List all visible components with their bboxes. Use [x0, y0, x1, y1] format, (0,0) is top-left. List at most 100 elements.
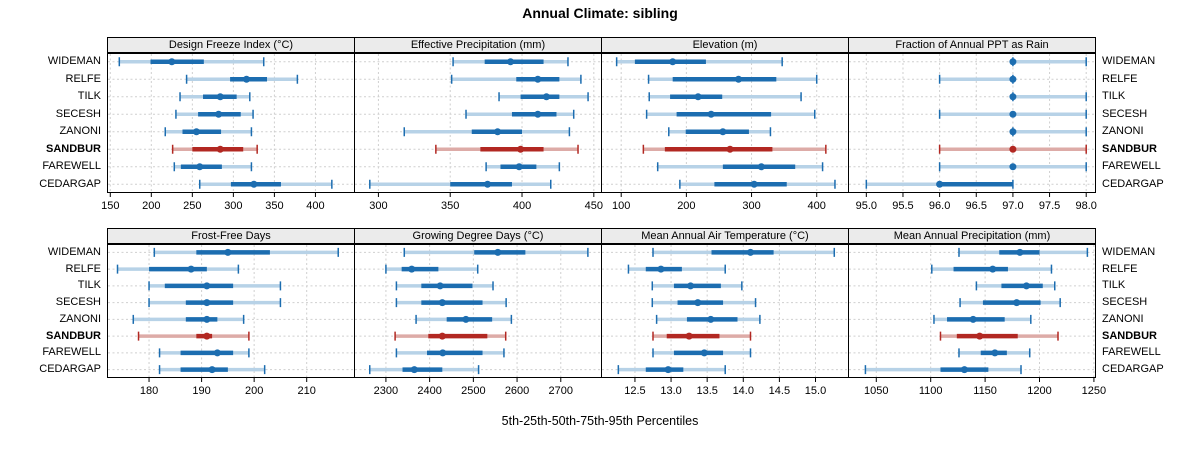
- row-label-right-wideman: WIDEMAN: [1102, 55, 1156, 68]
- row-label-left-tilk: TILK: [77, 90, 101, 103]
- x-axis-growing-degree-days-c: 2300 2400 2500 2600 2700: [374, 378, 573, 397]
- median-dot-wideman: [669, 58, 677, 66]
- row-label-left-zanoni: ZANONI: [59, 312, 101, 325]
- axis-tick-label: 400: [513, 200, 531, 212]
- axis-tick-label: 300: [369, 200, 387, 212]
- median-dot-relfe: [187, 265, 195, 273]
- median-dot-secesh: [694, 299, 702, 307]
- row-label-left-cedargap: CEDARGAP: [39, 177, 101, 190]
- x-axis-mean-annual-precipitation-mm: 1050 1100 1150 1200 1250: [864, 378, 1106, 397]
- row-label-right-zanoni: ZANONI: [1102, 125, 1144, 138]
- median-dot-tilk: [203, 282, 211, 290]
- median-dot-relfe: [534, 75, 542, 83]
- panel-plot-effective-precipitation-mm: [354, 53, 602, 193]
- axis-tick-label: 12.5: [624, 385, 645, 397]
- axis-tick-label: 97.5: [1039, 200, 1060, 212]
- x-axis-design-freeze-index-c: 150 200 250 300 350 400: [101, 193, 325, 212]
- median-dot-sandbur: [685, 332, 693, 340]
- axis-tick-label: 350: [441, 200, 459, 212]
- row-label-left-secesh: SECESH: [55, 296, 101, 309]
- axis-tick-label: 95.0: [856, 200, 877, 212]
- row-label-left-farewell: FAREWELL: [42, 346, 101, 359]
- median-dot-wideman: [507, 58, 515, 66]
- axis-tick-label: 13.0: [660, 385, 681, 397]
- median-dot-farewell: [700, 349, 708, 357]
- row-label-left-zanoni: ZANONI: [59, 125, 101, 138]
- axis-tick-label: 210: [298, 385, 316, 397]
- axis-tick-label: 400: [306, 200, 324, 212]
- median-dot-zanoni: [203, 315, 211, 323]
- axis-tick-label: 1250: [1082, 385, 1106, 397]
- median-dot-zanoni: [707, 315, 715, 323]
- panel-header-elevation-m: Elevation (m): [601, 37, 849, 53]
- median-dot-secesh: [534, 110, 542, 118]
- panel-plot-mean-annual-precipitation-mm: [848, 244, 1096, 378]
- median-dot-tilk: [694, 93, 702, 101]
- median-dot-farewell: [213, 349, 221, 357]
- median-dot-secesh: [438, 299, 446, 307]
- panel-border: [107, 53, 355, 193]
- row-label-left-wideman: WIDEMAN: [47, 245, 101, 258]
- panel-border: [354, 244, 602, 378]
- axis-tick-label: 300: [742, 200, 760, 212]
- median-dot-tilk: [542, 93, 550, 101]
- axis-tick-label: 2500: [461, 385, 485, 397]
- median-dot-cedargap: [208, 366, 216, 374]
- panel-border: [601, 244, 849, 378]
- axis-tick-label: 1050: [864, 385, 888, 397]
- row-label-left-secesh: SECESH: [55, 107, 101, 120]
- x-axis-elevation-m: 100 200 300 400: [612, 193, 826, 212]
- panel-plot-design-freeze-index-c: [107, 53, 355, 193]
- median-dot-wideman: [1016, 248, 1024, 256]
- axis-tick-label: 1100: [919, 385, 943, 397]
- median-dot-farewell: [196, 163, 204, 171]
- row-label-right-cedargap: CEDARGAP: [1102, 177, 1164, 190]
- median-dot-cedargap: [250, 180, 258, 188]
- axis-tick-label: 97.0: [1002, 200, 1023, 212]
- axis-tick-label: 190: [192, 385, 210, 397]
- panel-border: [848, 244, 1096, 378]
- median-dot-wideman: [1009, 58, 1017, 66]
- median-dot-sandbur: [976, 332, 984, 340]
- median-dot-zanoni: [192, 128, 200, 136]
- panel-header-fraction-of-annual-ppt-as-rain: Fraction of Annual PPT as Rain: [848, 37, 1096, 53]
- panel-plot-fraction-of-annual-ppt-as-rain: [848, 53, 1096, 193]
- median-dot-sandbur: [517, 145, 525, 153]
- median-dot-secesh: [1013, 299, 1021, 307]
- median-dot-farewell: [757, 163, 765, 171]
- row-label-right-tilk: TILK: [1102, 279, 1126, 292]
- median-dot-relfe: [408, 265, 416, 273]
- panel-header-growing-degree-days-c: Growing Degree Days (°C): [354, 228, 602, 244]
- panel-border: [354, 53, 602, 193]
- median-dot-tilk: [1009, 93, 1017, 101]
- median-dot-sandbur: [216, 145, 224, 153]
- median-dot-cedargap: [936, 180, 944, 188]
- panel-header-frost-free-days: Frost-Free Days: [107, 228, 355, 244]
- median-dot-cedargap: [484, 180, 492, 188]
- median-dot-farewell: [991, 349, 999, 357]
- median-dot-cedargap: [960, 366, 968, 374]
- median-dot-farewell: [515, 163, 523, 171]
- median-dot-relfe: [1009, 75, 1017, 83]
- median-dot-relfe: [243, 75, 251, 83]
- axis-tick-label: 98.0: [1075, 200, 1096, 212]
- axis-tick-label: 2600: [505, 385, 529, 397]
- row-label-right-farewell: FAREWELL: [1102, 160, 1161, 173]
- panel-border: [848, 53, 1096, 193]
- panel-plot-frost-free-days: [107, 244, 355, 378]
- axis-tick-label: 2400: [417, 385, 441, 397]
- median-dot-secesh: [215, 110, 223, 118]
- row-label-left-wideman: WIDEMAN: [47, 55, 101, 68]
- median-dot-zanoni: [719, 128, 727, 136]
- median-dot-zanoni: [969, 315, 977, 323]
- axis-tick-label: 2300: [374, 385, 398, 397]
- row-label-right-relfe: RELFE: [1102, 262, 1138, 275]
- row-label-right-cedargap: CEDARGAP: [1102, 363, 1164, 376]
- median-dot-relfe: [735, 75, 743, 83]
- median-dot-tilk: [1022, 282, 1030, 290]
- row-label-right-secesh: SECESH: [1102, 296, 1148, 309]
- axis-tick-label: 15.0: [805, 385, 826, 397]
- axis-tick-label: 95.5: [892, 200, 913, 212]
- row-label-left-relfe: RELFE: [65, 262, 101, 275]
